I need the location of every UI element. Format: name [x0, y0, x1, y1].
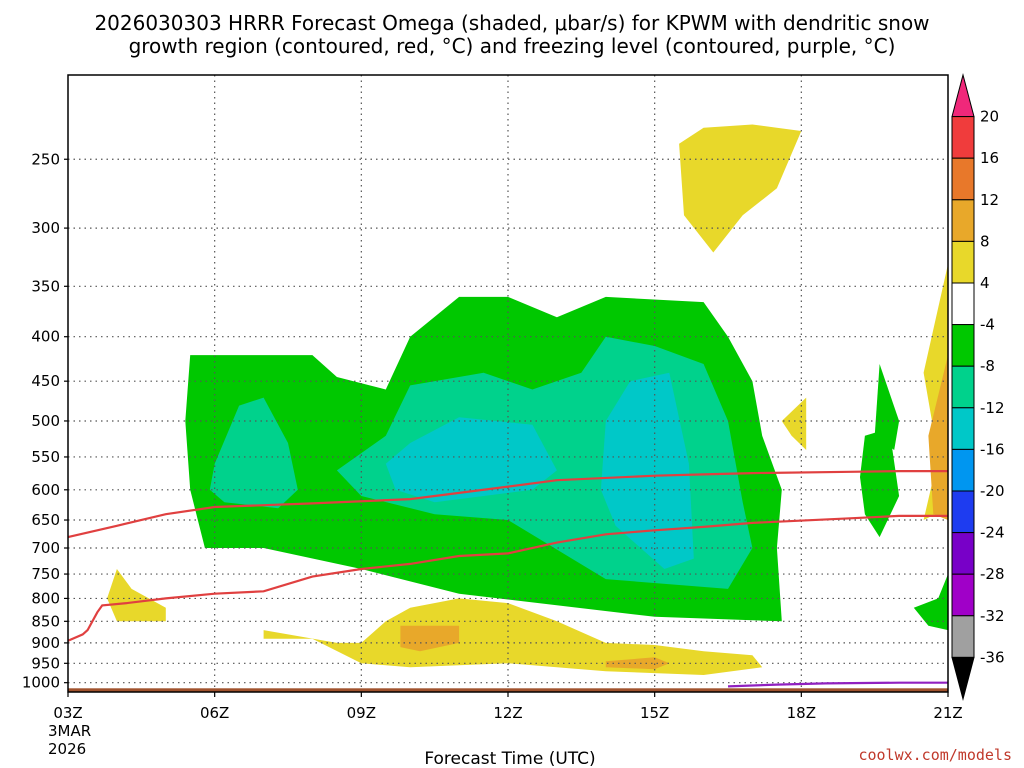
colorbar-top-arrow: [951, 73, 975, 118]
colorbar-swatch-10: [951, 490, 975, 534]
x-tick-label-06Z: 06Z: [200, 704, 229, 722]
y-tick-label-300: 300: [31, 219, 60, 237]
omega-region-8: [928, 355, 948, 520]
colorbar-label-6: -8: [980, 357, 995, 375]
colorbar-label-2: 12: [980, 191, 999, 209]
y-tick-label-800: 800: [31, 589, 60, 607]
date-label-year: 2026: [48, 740, 86, 758]
y-tick-label-950: 950: [31, 654, 60, 672]
colorbar-swatch-6: [951, 324, 975, 367]
colorbar-swatch-3: [951, 199, 975, 242]
colorbar-swatch-8: [951, 407, 975, 450]
x-tick-label-15Z: 15Z: [640, 704, 669, 722]
colorbar-bottom-arrow: [951, 656, 975, 701]
y-tick-label-550: 550: [31, 448, 60, 466]
y-tick-label-450: 450: [31, 372, 60, 390]
omega-region-3: [385, 417, 557, 503]
colorbar: 20 16 12 8 4 -4 -8 -12 -16 -20 -24 -28 -32 -36: [951, 73, 1005, 701]
x-tick-label-03Z: 03Z: [53, 704, 82, 722]
x-tick-label-12Z: 12Z: [493, 704, 522, 722]
x-tick-label-21Z: 21Z: [933, 704, 962, 722]
omega-region-11: [400, 625, 460, 652]
omega-region-10: [263, 598, 763, 675]
chart-title-line-1: 2026030303 HRRR Forecast Omega (shaded, …: [94, 11, 929, 35]
colorbar-swatch-9: [951, 448, 975, 492]
y-tick-label-700: 700: [31, 539, 60, 557]
credit-text: coolwx.com/models: [858, 746, 1012, 764]
omega-region-6: [781, 397, 807, 450]
colorbar-label-1: 16: [980, 149, 999, 167]
colorbar-swatch-12: [951, 573, 975, 617]
terrain-strip: [68, 688, 948, 692]
x-tick-label-09Z: 09Z: [347, 704, 376, 722]
omega-region-12: [605, 657, 670, 670]
colorbar-label-7: -12: [980, 399, 1005, 417]
x-tick-label-18Z: 18Z: [787, 704, 816, 722]
colorbar-label-11: -28: [980, 565, 1005, 583]
omega-region-5: [679, 124, 802, 253]
chart-title-line-2: growth region (contoured, red, °C) and f…: [129, 34, 896, 58]
omega-region-1: [209, 397, 298, 509]
y-tick-label-600: 600: [31, 481, 60, 499]
y-tick-label-850: 850: [31, 612, 60, 630]
y-tick-label-250: 250: [31, 150, 60, 168]
colorbar-swatch-2: [951, 157, 975, 201]
plot-area: 250 300 350 400 450 500 550 600 650 700 750 800 850 9…: [22, 74, 963, 722]
contour-dendritic-upper: [67, 470, 948, 539]
y-tick-label-1000: 1000: [22, 674, 60, 692]
y-tick-label-350: 350: [31, 277, 60, 295]
date-label-month: 3MAR: [48, 722, 91, 740]
colorbar-swatch-1: [951, 116, 975, 159]
omega-region-14: [874, 364, 900, 450]
colorbar-label-9: -20: [980, 482, 1005, 500]
colorbar-label-12: -32: [980, 607, 1005, 625]
colorbar-swatch-13: [951, 615, 975, 658]
colorbar-label-13: -36: [980, 648, 1005, 666]
y-tick-label-750: 750: [31, 565, 60, 583]
colorbar-label-3: 8: [980, 232, 990, 250]
colorbar-label-8: -16: [980, 440, 1005, 458]
omega-region-15: [913, 574, 948, 631]
contour-freezing-level: [727, 681, 948, 688]
x-axis-label: Forecast Time (UTC): [424, 749, 595, 768]
omega-region-9: [107, 569, 166, 622]
colorbar-label-4: 4: [980, 274, 990, 292]
y-tick-label-900: 900: [31, 634, 60, 652]
colorbar-swatch-11: [951, 532, 975, 575]
colorbar-label-5: -4: [980, 316, 995, 334]
y-tick-label-500: 500: [31, 412, 60, 430]
colorbar-swatch-5: [951, 282, 975, 326]
omega-region-13: [860, 428, 900, 538]
y-tick-label-400: 400: [31, 328, 60, 346]
colorbar-label-0: 20: [980, 108, 999, 126]
contour-dendritic-lower: [67, 514, 948, 642]
colorbar-label-10: -24: [980, 524, 1005, 542]
y-tick-label-650: 650: [31, 511, 60, 529]
colorbar-swatch-7: [951, 365, 975, 409]
colorbar-swatch-4: [951, 240, 975, 284]
